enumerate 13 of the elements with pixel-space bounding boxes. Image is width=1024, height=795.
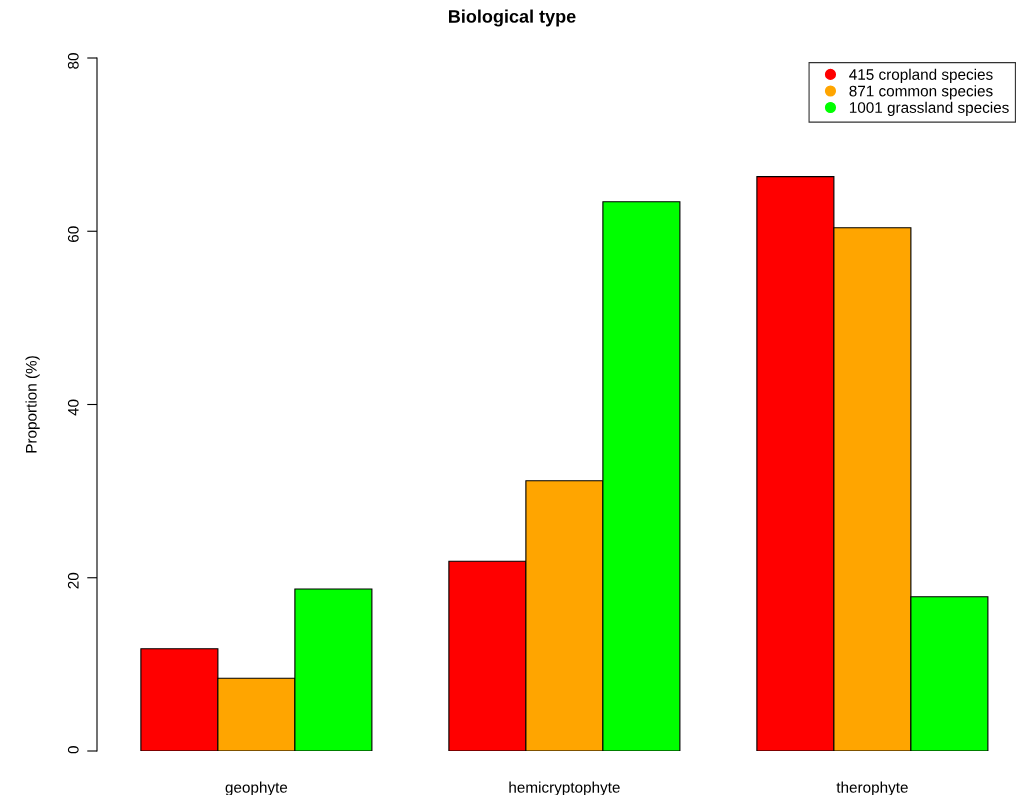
y-tick-label: 60 [67, 226, 79, 242]
legend-label: 871 common species [849, 85, 993, 100]
legend-label: 415 cropland species [849, 68, 993, 83]
legend-label: 1001 grassland species [849, 101, 1009, 116]
y-tick-label: 80 [67, 53, 79, 69]
y-tick-label: 40 [67, 399, 79, 416]
x-tick-label: geophyte [225, 781, 288, 795]
chart-title: Biological type [449, 9, 576, 27]
y-tick-label: 0 [67, 746, 79, 754]
y-tick-label: 20 [67, 572, 79, 589]
y-axis-title: Proportion (%) [25, 356, 40, 453]
x-tick-label: hemicryptophyte [509, 781, 620, 795]
x-tick-label: therophyte [836, 781, 908, 795]
